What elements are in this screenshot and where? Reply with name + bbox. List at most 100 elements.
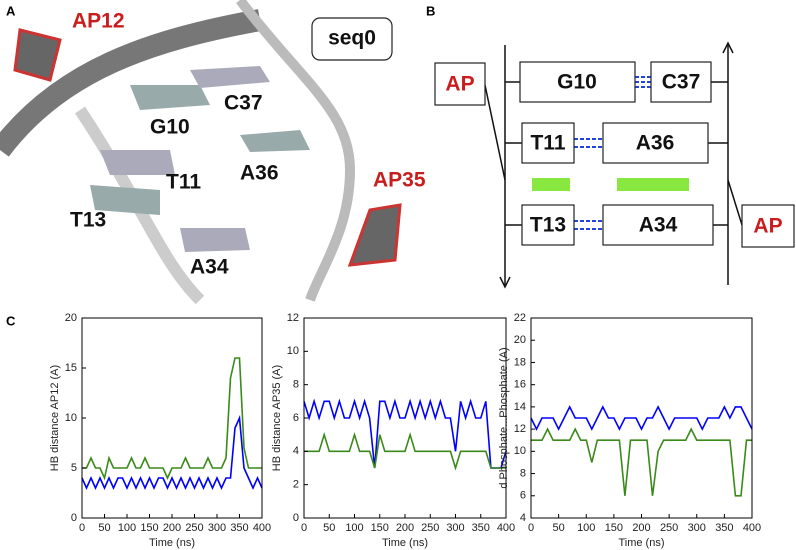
hbonds bbox=[574, 76, 651, 230]
node-label: A34 bbox=[639, 214, 678, 237]
x-tick-label: 200 bbox=[396, 522, 414, 534]
structure-label: C37 bbox=[224, 92, 263, 115]
x-tick-label: 250 bbox=[660, 522, 678, 534]
x-tick-label: 300 bbox=[208, 522, 226, 534]
x-axis-label: Time (ns) bbox=[149, 537, 195, 549]
node-label: T13 bbox=[530, 214, 566, 237]
series-line bbox=[530, 405, 753, 431]
gap-bar bbox=[617, 178, 689, 191]
node-box bbox=[521, 204, 575, 246]
y-tick-label: 8 bbox=[520, 467, 526, 479]
x-tick-label: 250 bbox=[421, 522, 439, 534]
series-line bbox=[82, 357, 262, 481]
x-tick-label: 400 bbox=[743, 522, 761, 534]
structure-label: AP35 bbox=[373, 169, 426, 192]
node-label: A36 bbox=[636, 132, 675, 155]
y-axis-label: HB distance AP35 (A) bbox=[271, 365, 283, 471]
node-box bbox=[741, 204, 795, 248]
y-axis-label: HB distance AP12 (A) bbox=[49, 365, 61, 471]
y-tick-label: 22 bbox=[514, 312, 526, 324]
y-tick-label: 12 bbox=[514, 423, 526, 435]
x-tick-label: 350 bbox=[472, 522, 490, 534]
y-tick-label: 18 bbox=[514, 356, 526, 368]
node-label: AP bbox=[445, 73, 474, 96]
y-tick-label: 4 bbox=[520, 512, 526, 524]
node-box bbox=[602, 204, 714, 246]
y-tick-label: 14 bbox=[514, 401, 526, 413]
structure-label: T13 bbox=[70, 209, 106, 232]
series-line bbox=[303, 398, 507, 469]
plot-frame bbox=[81, 317, 263, 519]
y-tick-label: 15 bbox=[65, 362, 77, 374]
structure-label: A34 bbox=[190, 256, 229, 279]
node-box bbox=[434, 62, 486, 106]
y-tick-label: 6 bbox=[520, 490, 526, 502]
x-tick-label: 0 bbox=[79, 522, 85, 534]
y-tick-label: 4 bbox=[293, 445, 299, 457]
base bbox=[240, 130, 310, 152]
arrow-head bbox=[722, 41, 734, 54]
structure-label: AP12 bbox=[72, 10, 125, 33]
x-tick-label: 100 bbox=[118, 522, 136, 534]
arrow-head bbox=[499, 276, 511, 289]
x-tick-label: 0 bbox=[301, 522, 307, 534]
y-tick-label: 10 bbox=[287, 345, 299, 357]
node-label: AP bbox=[753, 215, 782, 238]
structure-label: A36 bbox=[240, 162, 279, 185]
base bbox=[190, 66, 270, 88]
x-tick-label: 400 bbox=[497, 522, 515, 534]
structure-label: seq0 bbox=[328, 27, 376, 50]
y-tick-label: 2 bbox=[293, 479, 299, 491]
x-tick-label: 150 bbox=[371, 522, 389, 534]
y-tick-label: 0 bbox=[293, 512, 299, 524]
base bbox=[130, 85, 210, 110]
x-tick-label: 250 bbox=[185, 522, 203, 534]
connector bbox=[484, 84, 506, 181]
x-tick-label: 100 bbox=[577, 522, 595, 534]
x-tick-label: 300 bbox=[688, 522, 706, 534]
node-label: C37 bbox=[662, 71, 701, 94]
y-tick-label: 8 bbox=[293, 379, 299, 391]
node-box bbox=[650, 61, 712, 103]
series-line bbox=[531, 427, 752, 497]
panel-label: B bbox=[426, 3, 435, 18]
label-box bbox=[311, 17, 393, 61]
x-axis-label: Time (ns) bbox=[618, 537, 664, 549]
structure-label: T11 bbox=[166, 171, 201, 194]
ribbon bbox=[0, 9, 262, 157]
y-tick-label: 20 bbox=[514, 334, 526, 346]
y-tick-label: 20 bbox=[65, 312, 77, 324]
x-tick-label: 200 bbox=[632, 522, 650, 534]
series-line bbox=[304, 431, 506, 471]
y-tick-label: 0 bbox=[71, 512, 77, 524]
x-axis-label: Time (ns) bbox=[382, 537, 428, 549]
base bbox=[100, 150, 175, 175]
ribbon bbox=[75, 106, 205, 305]
node-label: G10 bbox=[557, 71, 597, 94]
node-box bbox=[519, 61, 636, 103]
x-tick-label: 350 bbox=[715, 522, 733, 534]
base bbox=[180, 228, 250, 252]
ap-sugar bbox=[13, 28, 62, 82]
ribbon bbox=[236, 0, 356, 302]
gap-bar bbox=[532, 178, 570, 191]
panel-label: C bbox=[6, 313, 16, 328]
x-tick-label: 100 bbox=[345, 522, 363, 534]
base bbox=[90, 185, 160, 215]
structure-label: G10 bbox=[150, 116, 190, 139]
structure-render bbox=[0, 0, 402, 305]
node-box bbox=[521, 122, 575, 164]
x-tick-label: 400 bbox=[253, 522, 271, 534]
diagram bbox=[484, 41, 743, 289]
y-tick-label: 12 bbox=[287, 312, 299, 324]
x-tick-label: 50 bbox=[553, 522, 565, 534]
y-tick-label: 10 bbox=[65, 412, 77, 424]
y-axis-label: d Phosphate...Phosphate (A) bbox=[498, 347, 510, 488]
panel-label: A bbox=[6, 3, 16, 18]
x-tick-label: 50 bbox=[98, 522, 110, 534]
x-tick-label: 150 bbox=[140, 522, 158, 534]
y-tick-label: 16 bbox=[514, 379, 526, 391]
connector bbox=[727, 179, 743, 226]
node-box bbox=[602, 122, 709, 164]
